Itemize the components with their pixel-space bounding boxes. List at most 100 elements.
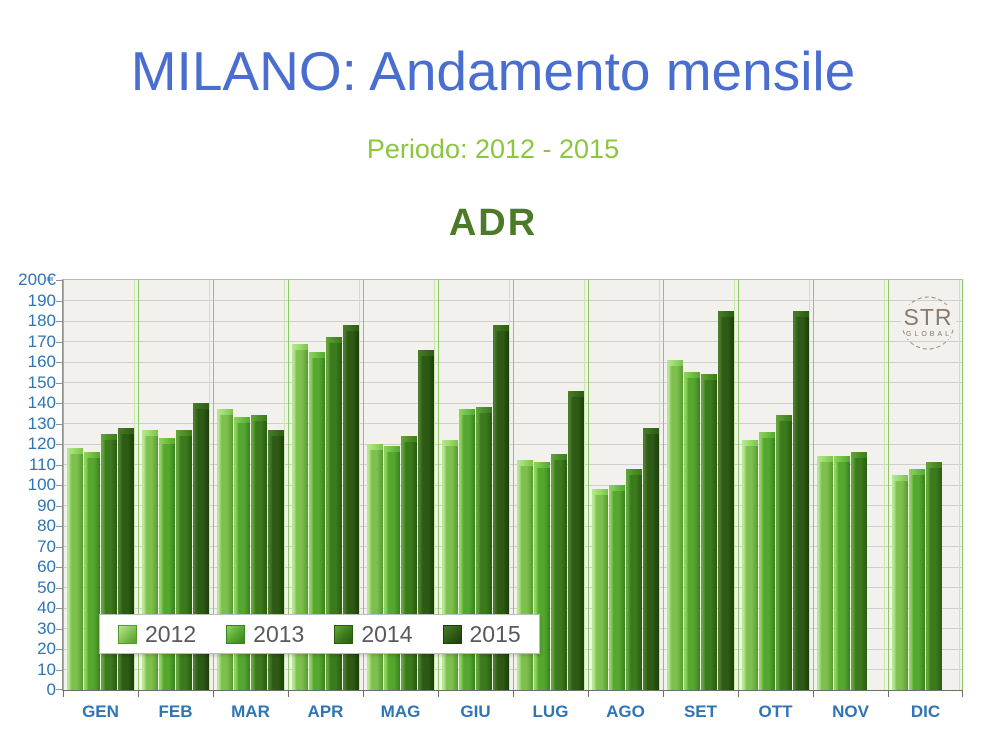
y-axis-label-50: 50 bbox=[37, 577, 56, 597]
legend-marker-2012 bbox=[118, 624, 137, 644]
bar-cap bbox=[366, 444, 383, 450]
bar-2015-SET bbox=[717, 310, 734, 690]
x-axis-label-AGO: AGO bbox=[606, 702, 645, 721]
y-axis-label-80: 80 bbox=[37, 516, 56, 535]
x-axis-label-SET: SET bbox=[683, 702, 718, 721]
x-axis-label-LUG: LUG bbox=[532, 702, 569, 721]
month-separator-light bbox=[659, 280, 660, 690]
bar-2013-DIC bbox=[908, 468, 925, 690]
bar-cap bbox=[233, 417, 250, 424]
legend-entry-2013: 2013 bbox=[226, 622, 304, 646]
y-tick-40 bbox=[56, 608, 62, 609]
x-axis-label-MAR: MAR bbox=[231, 702, 270, 721]
bar-cap bbox=[642, 427, 659, 434]
bar-2012-GEN bbox=[66, 448, 83, 690]
x-tick bbox=[213, 691, 214, 697]
legend-label-2015: 2015 bbox=[469, 621, 521, 647]
x-axis-label-NOV: NOV bbox=[832, 702, 869, 721]
legend-marker-2013 bbox=[226, 624, 246, 644]
x-tick bbox=[738, 691, 739, 697]
month-separator-light bbox=[584, 280, 585, 690]
bar-2015-GIU bbox=[492, 325, 509, 690]
y-tick-170 bbox=[56, 341, 62, 343]
bar-2012-AGO bbox=[591, 489, 608, 690]
x-tick bbox=[888, 691, 889, 697]
month-separator-light bbox=[134, 280, 135, 690]
bar-2014-LUG bbox=[550, 454, 567, 690]
bar-2012-APR bbox=[291, 343, 308, 690]
y-axis-label-0: 0 bbox=[46, 680, 56, 699]
bar-cap bbox=[417, 349, 434, 356]
y-axis-label-10: 10 bbox=[37, 659, 56, 679]
month-separator bbox=[663, 280, 664, 690]
bar-2013-OTT bbox=[758, 431, 775, 690]
legend-entry-2015: 2015 bbox=[442, 621, 521, 647]
bar-cap bbox=[141, 429, 158, 436]
bar-2014-AGO bbox=[625, 468, 642, 690]
y-tick-30 bbox=[56, 628, 62, 630]
y-axis-label-20: 20 bbox=[37, 639, 56, 658]
bar-cap bbox=[591, 489, 608, 496]
bar-cap bbox=[625, 468, 642, 475]
bar-cap bbox=[216, 409, 233, 416]
month-separator bbox=[888, 280, 889, 690]
bar-2012-LUG bbox=[516, 460, 533, 690]
month-separator bbox=[288, 280, 289, 690]
legend-entry-2012: 2012 bbox=[118, 622, 196, 646]
month-separator-light bbox=[809, 280, 810, 690]
x-axis-label-FEB: FEB bbox=[158, 702, 193, 721]
bar-2015-MAG bbox=[417, 349, 434, 690]
bar-cap bbox=[308, 351, 325, 358]
y-tick-100 bbox=[56, 485, 62, 486]
y-tick-150 bbox=[56, 382, 62, 384]
logo-subtext: GLOBAL bbox=[906, 330, 953, 339]
bar-cap bbox=[792, 310, 809, 317]
x-tick bbox=[138, 691, 139, 697]
bar-cap bbox=[158, 437, 175, 444]
x-tick bbox=[363, 691, 364, 697]
y-axis-label-170: 170 bbox=[27, 331, 56, 351]
y-tick-60 bbox=[56, 567, 62, 568]
bar-cap bbox=[683, 372, 700, 379]
month-separator-light bbox=[209, 280, 210, 690]
legend-label-2012: 2012 bbox=[145, 621, 197, 647]
y-tick-180 bbox=[56, 321, 62, 322]
bar-cap bbox=[117, 427, 134, 434]
bar-2012-NOV bbox=[816, 456, 833, 690]
month-separator-light bbox=[284, 280, 285, 690]
x-axis-label-GIU: GIU bbox=[460, 702, 491, 721]
month-separator-light bbox=[959, 280, 960, 690]
adr-bar-chart: STR GLOBAL 2012 2013 2014 2015 0 10 20 30 40 50 6… bbox=[18, 270, 963, 721]
bar-cap bbox=[66, 448, 83, 455]
bar-cap bbox=[908, 468, 925, 475]
month-separator bbox=[363, 280, 364, 690]
x-tick bbox=[588, 691, 589, 697]
y-tick-110 bbox=[56, 464, 62, 466]
bar-cap bbox=[383, 446, 400, 453]
y-axis-label-30: 30 bbox=[37, 618, 56, 638]
month-separator bbox=[138, 280, 139, 690]
y-tick-20 bbox=[56, 649, 62, 650]
bar-cap bbox=[458, 409, 475, 416]
y-axis-label-190: 190 bbox=[27, 290, 56, 310]
x-axis-label-GEN: GEN bbox=[82, 702, 119, 721]
bar-cap bbox=[83, 452, 100, 459]
bar-cap bbox=[100, 433, 117, 440]
month-separator bbox=[588, 280, 589, 690]
y-tick-190 bbox=[56, 300, 62, 302]
bar-2014-DIC bbox=[925, 462, 942, 690]
chart-title: ADR bbox=[448, 202, 538, 244]
y-axis-label-70: 70 bbox=[37, 536, 56, 556]
y-axis-label-100: 100 bbox=[27, 475, 56, 494]
str-global-logo: STR GLOBAL bbox=[896, 294, 960, 354]
logo-text: STR bbox=[900, 305, 956, 329]
chart-legend: 2012 2013 2014 2015 bbox=[99, 614, 540, 654]
bar-cap bbox=[533, 462, 550, 469]
bar-2013-GEN bbox=[83, 452, 100, 690]
x-tick bbox=[663, 691, 664, 697]
slide-subtitle: Periodo: 2012 - 2015 bbox=[366, 134, 620, 164]
y-axis-label-150: 150 bbox=[27, 372, 56, 392]
x-tick bbox=[288, 691, 289, 697]
bar-cap bbox=[925, 462, 942, 469]
